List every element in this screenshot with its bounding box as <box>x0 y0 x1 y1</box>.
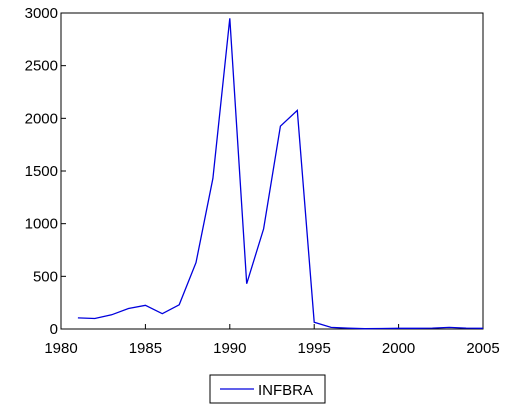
x-tick-label: 2005 <box>466 340 499 357</box>
y-tick-label: 1000 <box>25 216 58 233</box>
series-line-infbra <box>77 18 484 330</box>
y-axis: 0 500 1000 1500 2000 2500 3000 <box>25 5 66 338</box>
series-layer <box>77 18 484 330</box>
x-axis: 1980 1985 1990 1995 2000 2005 <box>44 324 500 357</box>
y-tick-label: 0 <box>50 321 58 338</box>
legend-label: INFBRA <box>258 382 313 399</box>
y-tick-label: 3000 <box>25 5 58 22</box>
x-tick-label: 1990 <box>213 340 246 357</box>
x-tick-label: 1980 <box>44 340 77 357</box>
x-tick-label: 1995 <box>298 340 331 357</box>
legend: INFBRA <box>209 374 326 404</box>
y-tick-label: 1500 <box>25 163 58 180</box>
x-tick-label: 2000 <box>382 340 415 357</box>
x-tick-label: 1985 <box>129 340 162 357</box>
plot-frame <box>60 12 484 330</box>
y-tick-label: 500 <box>33 268 58 285</box>
y-tick-label: 2500 <box>25 58 58 75</box>
y-tick-label: 2000 <box>25 110 58 127</box>
